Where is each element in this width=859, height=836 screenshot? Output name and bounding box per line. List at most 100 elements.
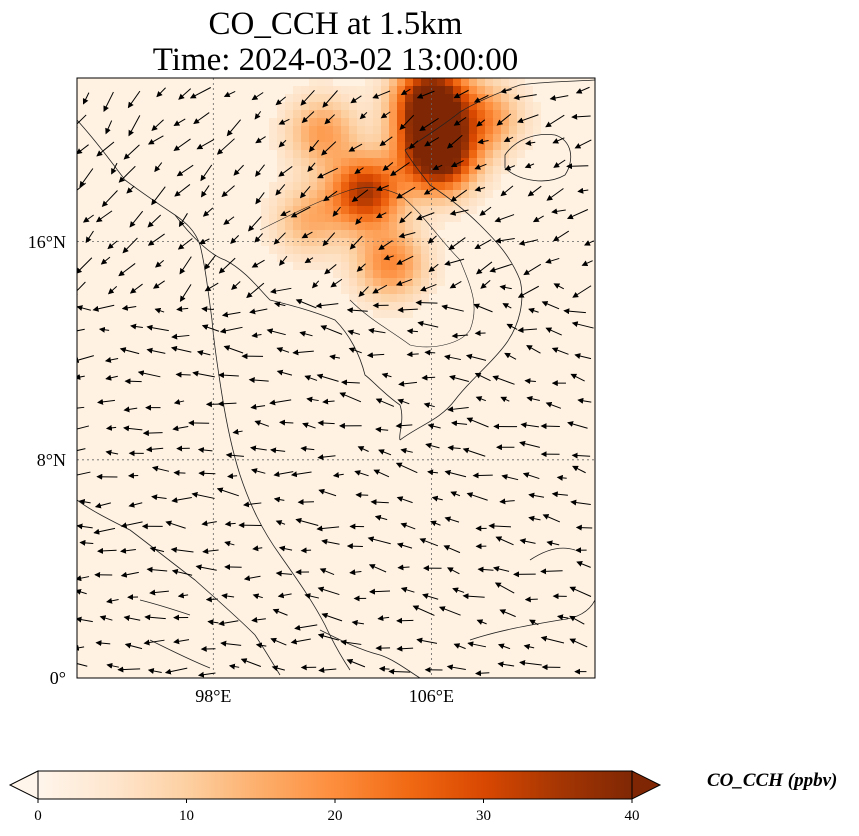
concentration-cell: [461, 118, 469, 126]
concentration-cell: [413, 246, 421, 254]
wind-arrow: [142, 430, 163, 437]
wind-arrow: [563, 308, 586, 315]
concentration-cell: [317, 222, 325, 230]
concentration-cell: [477, 94, 485, 102]
concentration-cell: [357, 294, 365, 302]
concentration-cell: [349, 222, 357, 230]
concentration-cell: [509, 150, 517, 158]
concentration-cell: [493, 158, 501, 166]
wind-arrow: [477, 566, 494, 573]
concentration-cell: [389, 126, 397, 134]
wind-arrow: [474, 670, 490, 677]
concentration-cell: [413, 254, 421, 262]
wind-arrow: [174, 184, 191, 197]
concentration-cell: [293, 174, 301, 182]
concentration-cell: [317, 166, 325, 174]
concentration-cell: [261, 238, 269, 246]
concentration-cell: [285, 254, 293, 262]
wind-arrow: [191, 491, 215, 499]
concentration-cell: [453, 150, 461, 158]
wind-arrow: [196, 139, 215, 150]
concentration-cell: [365, 174, 373, 182]
wind-arrow: [480, 280, 491, 289]
wind-arrow: [357, 446, 369, 452]
concentration-cell: [413, 302, 421, 310]
wind-arrow: [147, 233, 165, 246]
wind-arrow: [444, 258, 465, 266]
concentration-cell: [365, 142, 373, 150]
wind-arrow: [204, 282, 219, 292]
wind-arrow: [420, 283, 437, 292]
concentration-cell: [389, 206, 397, 214]
concentration-cell: [389, 246, 397, 254]
concentration-cell: [437, 198, 445, 206]
wind-arrow: [368, 327, 386, 334]
concentration-cell: [317, 150, 325, 158]
wind-arrow: [322, 232, 336, 247]
wind-arrow: [397, 564, 410, 571]
concentration-cell: [357, 222, 365, 230]
concentration-cell: [389, 142, 397, 150]
concentration-cell: [389, 182, 397, 190]
concentration-cell: [485, 174, 493, 182]
colorbar-tick-label: 20: [327, 808, 343, 824]
concentration-cell: [461, 142, 469, 150]
concentration-cell: [285, 94, 293, 102]
concentration-cell: [341, 110, 349, 118]
concentration-cell: [405, 262, 413, 270]
concentration-cell: [469, 118, 477, 126]
wind-arrow: [450, 420, 468, 427]
concentration-cell: [261, 230, 269, 238]
concentration-cell: [293, 94, 301, 102]
wind-arrow: [322, 90, 338, 108]
concentration-cell: [357, 150, 365, 158]
colorbar-label: CO_CCH (ppbv): [707, 770, 838, 791]
concentration-cell: [397, 78, 405, 86]
concentration-cell: [381, 238, 389, 246]
concentration-cell: [413, 222, 421, 230]
wind-arrow: [105, 449, 119, 456]
concentration-cell: [389, 150, 397, 158]
concentration-cell: [421, 222, 429, 230]
wind-arrow: [216, 487, 239, 497]
concentration-cell: [445, 182, 453, 190]
wind-arrow: [279, 255, 288, 266]
concentration-cell: [293, 222, 301, 230]
concentration-cell: [357, 182, 365, 190]
wind-arrow: [300, 89, 315, 106]
concentration-cell: [493, 126, 501, 134]
concentration-cell: [341, 174, 349, 182]
wind-arrow: [137, 370, 161, 378]
concentration-cell: [373, 110, 381, 118]
concentration-cell: [365, 294, 373, 302]
wind-arrow: [519, 538, 536, 545]
concentration-cell: [421, 182, 429, 190]
concentration-cell: [317, 158, 325, 166]
wind-arrow: [450, 189, 468, 202]
colorbar-tick-label: 10: [179, 808, 194, 824]
concentration-cell: [389, 310, 397, 318]
wind-arrow: [243, 575, 261, 582]
concentration-cell: [301, 238, 309, 246]
wind-arrow: [254, 420, 270, 427]
concentration-cell: [421, 86, 429, 94]
concentration-cell: [373, 86, 381, 94]
concentration-cell: [429, 190, 437, 198]
concentration-cell: [445, 78, 453, 86]
wind-arrow: [176, 306, 189, 312]
concentration-cell: [485, 86, 493, 94]
concentration-cell: [461, 78, 469, 86]
wind-arrow: [177, 592, 189, 599]
concentration-cell: [389, 118, 397, 126]
wind-arrow: [474, 372, 491, 382]
wind-arrow: [519, 440, 540, 448]
concentration-cell: [333, 102, 341, 110]
concentration-cell: [373, 118, 381, 126]
wind-vectors: [77, 86, 594, 678]
concentration-cell: [461, 158, 469, 166]
concentration-cell: [373, 310, 381, 318]
concentration-cell: [469, 190, 477, 198]
wind-arrow: [321, 141, 337, 156]
concentration-cell: [285, 190, 293, 198]
wind-arrow: [415, 299, 438, 306]
